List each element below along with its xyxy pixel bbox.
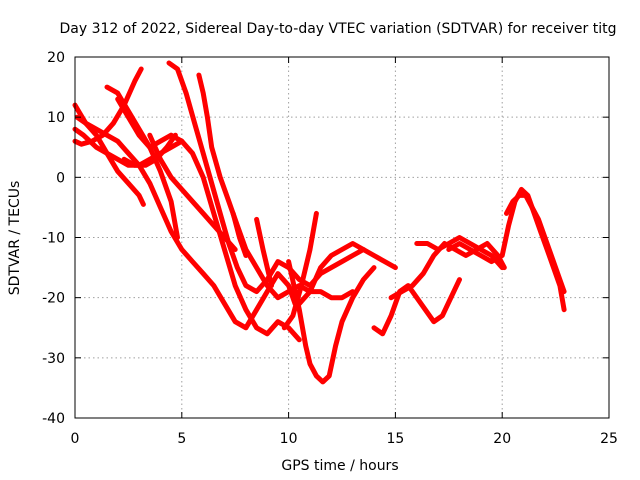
plot-area [72, 60, 567, 385]
x-tick-label: 25 [600, 431, 618, 447]
series-line-pass-18 [414, 235, 505, 271]
y-tick-label: -10 [42, 231, 65, 247]
series-line-pass-6 [115, 96, 302, 343]
series-line-pass-20 [504, 192, 567, 295]
series-line-pass-11 [230, 210, 249, 258]
series-line-pass-13 [281, 210, 319, 331]
series-line-pass-14 [286, 259, 377, 385]
x-tick-label: 5 [177, 431, 186, 447]
series-line-pass-8 [166, 60, 366, 295]
chart-title: Day 312 of 2022, Sidereal Day-to-day VTE… [60, 21, 617, 37]
axes: 0 5 10 15 20 25 -40 -30 -20 -10 0 10 20 [42, 50, 618, 447]
y-tick-label: -40 [42, 411, 65, 427]
y-axis-label: SDTVAR / TECUs [7, 181, 23, 296]
series-line-pass-10 [147, 132, 238, 252]
x-tick-label: 15 [386, 431, 404, 447]
series-line-pass-9 [196, 72, 356, 301]
series-line-pass-4 [74, 114, 298, 331]
y-tick-label: -20 [42, 291, 65, 307]
series-line-pass-15 [296, 241, 398, 307]
series-line-pass-12 [254, 216, 274, 289]
y-tick-label: 10 [47, 110, 65, 126]
y-tick-label: -30 [42, 351, 65, 367]
grid-lines [75, 57, 609, 418]
y-tick-label: 0 [56, 170, 65, 186]
series-line-pass-7 [121, 132, 178, 168]
x-tick-label: 10 [280, 431, 298, 447]
series-line-pass-2 [72, 66, 144, 147]
y-tick-label: 20 [47, 50, 65, 66]
x-axis-label: GPS time / hours [281, 458, 398, 474]
x-tick-label: 20 [493, 431, 511, 447]
series-line-pass-16 [371, 277, 462, 337]
x-tick-label: 0 [71, 431, 80, 447]
